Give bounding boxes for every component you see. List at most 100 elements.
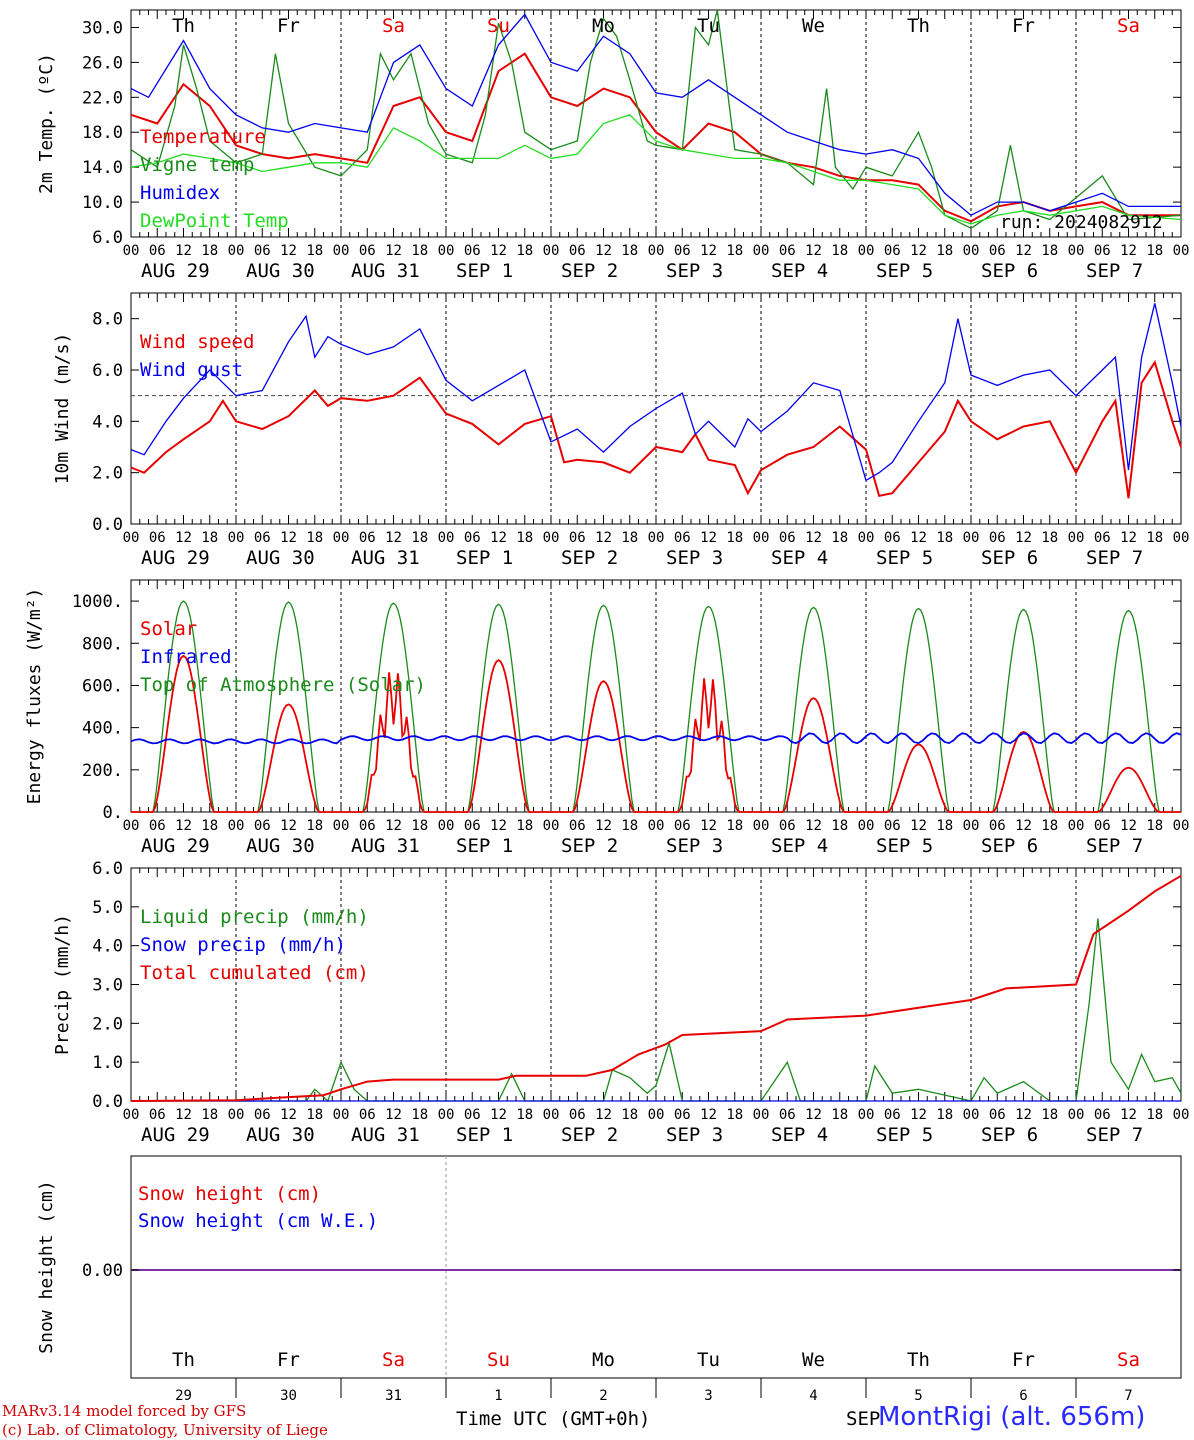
hour-tick-label: 12 [385,1107,402,1123]
legend-infrared: Infrared [140,646,232,668]
panel-2 [130,292,1182,525]
date-label: AUG 30 [246,260,315,282]
series-wind-speed [130,359,1182,499]
hour-tick-label: 00 [123,818,140,834]
hour-tick-label: 06 [149,1107,166,1123]
hour-tick-label: 12 [1120,243,1137,259]
hour-tick-label: 06 [1094,243,1111,259]
hour-tick-label: 12 [175,1107,192,1123]
hour-tick-label: 18 [201,1107,218,1123]
date-label: AUG 31 [351,835,420,857]
hour-tick-label: 06 [884,1107,901,1123]
date-label: AUG 31 [351,547,420,569]
y-tick-label: 1.0 [92,1053,123,1073]
hour-tick-label: 18 [936,818,953,834]
y-tick-label: 2.0 [92,464,123,484]
y-tick-label: 800. [82,634,123,654]
date-label: SEP 1 [456,1124,513,1146]
hour-tick-label: 12 [175,530,192,546]
y-tick-label: 18.0 [82,123,123,143]
hour-tick-label: 00 [543,530,560,546]
y-tick-label: 200. [82,761,123,781]
date-label: SEP 2 [561,835,618,857]
date-label: SEP 6 [981,835,1038,857]
y-axis-label: Energy fluxes (W/m²) [24,588,45,805]
hour-tick-label: 12 [595,818,612,834]
date-label: AUG 29 [141,547,210,569]
hour-tick-label: 18 [726,530,743,546]
hour-tick-label: 12 [175,818,192,834]
y-tick-label: 10.0 [82,193,123,213]
y-tick-label: 0. [103,803,123,823]
weekday-label: Su [487,15,510,37]
weekday-label: Fr [277,1349,300,1371]
hour-tick-label: 18 [306,530,323,546]
hour-tick-label: 00 [753,243,770,259]
y-tick-label: 4.0 [92,412,123,432]
weekday-label: Fr [1012,15,1035,37]
hour-tick-label: 00 [753,1107,770,1123]
y-tick-label: 2.0 [92,1014,123,1034]
hour-tick-label: 18 [1041,1107,1058,1123]
hour-tick-label: 06 [1094,530,1111,546]
hour-tick-label: 18 [411,1107,428,1123]
hour-tick-label: 00 [963,243,980,259]
hour-tick-label: 12 [490,243,507,259]
day-number-label: 6 [1019,1388,1027,1404]
hour-tick-label: 18 [1146,530,1163,546]
hour-tick-label: 06 [569,243,586,259]
hour-tick-label: 18 [621,530,638,546]
hour-tick-label: 06 [989,818,1006,834]
hour-tick-label: 00 [333,243,350,259]
hour-tick-label: 18 [621,243,638,259]
hour-tick-label: 12 [385,818,402,834]
hour-tick-label: 00 [438,530,455,546]
hour-tick-label: 06 [779,1107,796,1123]
legend-solar: Solar [140,618,198,640]
date-label: SEP 5 [876,547,933,569]
weekday-label: Fr [1012,1349,1035,1371]
y-tick-label: 22.0 [82,88,123,108]
y-tick-label: 30.0 [82,18,123,38]
hour-tick-label: 18 [726,818,743,834]
y-tick-label: 0.0 [92,515,123,535]
hour-tick-label: 18 [411,818,428,834]
weekday-label: Tu [697,1349,720,1371]
hour-tick-label: 18 [726,1107,743,1123]
panel-4 [130,867,1182,1103]
date-label: SEP 2 [561,1124,618,1146]
date-label: SEP 7 [1086,1124,1143,1146]
hour-tick-label: 00 [858,530,875,546]
hour-tick-label: 18 [411,530,428,546]
hour-tick-label: 18 [516,818,533,834]
time-axis-label: Time UTC (GMT+0h) [456,1408,651,1430]
hour-tick-label: 06 [674,1107,691,1123]
legend-wind-gust: Wind gust [140,359,243,381]
panel-5 [130,1155,1182,1398]
hour-tick-label: 12 [910,530,927,546]
hour-tick-label: 18 [1041,818,1058,834]
day-number-label: 30 [280,1388,297,1404]
hour-tick-label: 18 [306,818,323,834]
y-tick-label: 26.0 [82,53,123,73]
y-tick-label: 0.0 [92,1092,123,1112]
hour-tick-label: 12 [805,1107,822,1123]
hour-tick-label: 06 [464,530,481,546]
date-label: SEP 5 [876,1124,933,1146]
hour-tick-label: 00 [648,530,665,546]
hour-tick-label: 18 [726,243,743,259]
hour-tick-label: 00 [648,818,665,834]
hour-tick-label: 18 [516,1107,533,1123]
hour-tick-label: 06 [569,818,586,834]
date-label: AUG 29 [141,1124,210,1146]
hour-tick-label: 06 [779,243,796,259]
hour-tick-label: 00 [1068,1107,1085,1123]
panel-3 [130,579,1182,813]
hour-tick-label: 12 [490,530,507,546]
hour-tick-label: 00 [123,243,140,259]
hour-tick-label: 06 [359,530,376,546]
y-tick-label: 6.0 [92,361,123,381]
day-number-label: 2 [599,1388,607,1404]
weekday-label: Sa [1117,15,1140,37]
